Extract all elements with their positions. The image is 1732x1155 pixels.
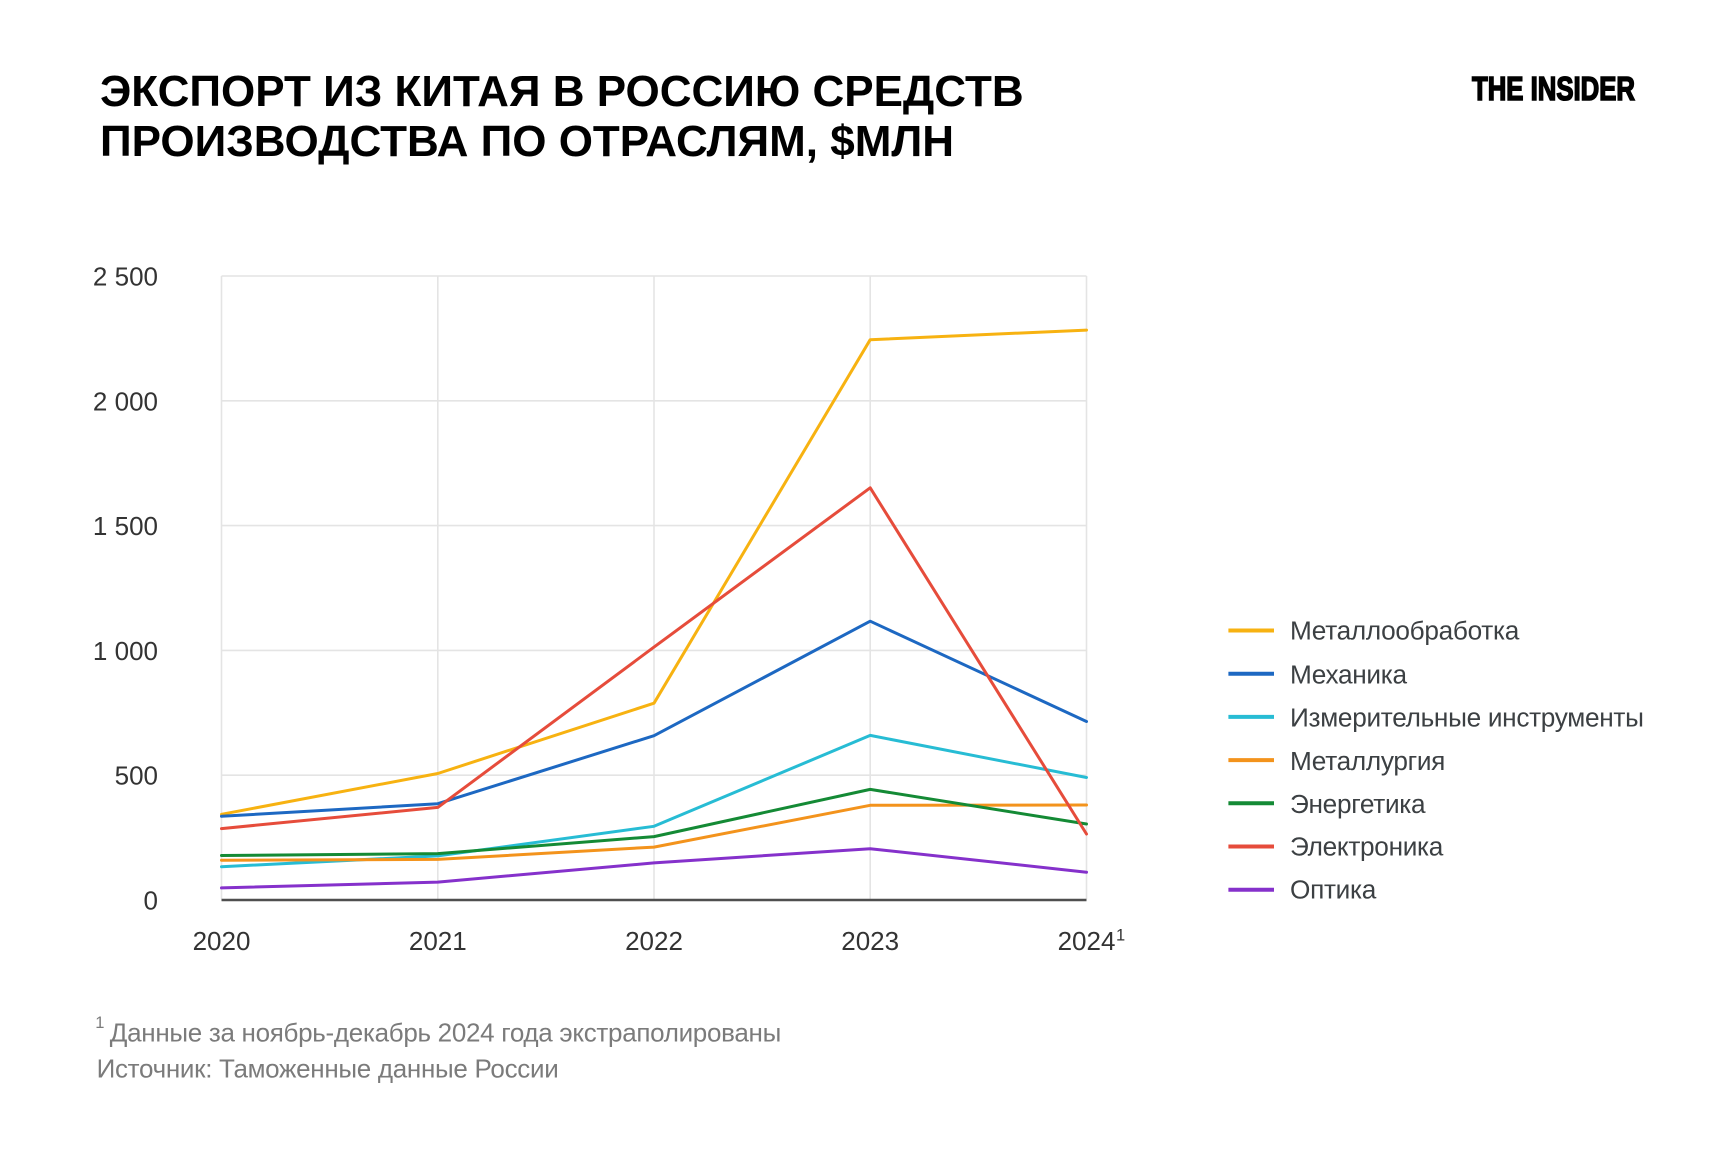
svg-text:1: 1 xyxy=(1116,927,1125,945)
svg-text:Источник: Таможенные данные Ро: Источник: Таможенные данные России xyxy=(97,1053,559,1083)
svg-text:Металлообработка: Металлообработка xyxy=(1290,616,1520,646)
svg-text:2022: 2022 xyxy=(625,926,683,956)
svg-text:Измерительные инструменты: Измерительные инструменты xyxy=(1290,703,1644,733)
svg-text:500: 500 xyxy=(115,761,158,791)
svg-text:Механика: Механика xyxy=(1290,659,1407,689)
svg-text:THE INSIDER: THE INSIDER xyxy=(1472,70,1635,107)
svg-text:Металлургия: Металлургия xyxy=(1290,746,1445,776)
svg-text:Электроника: Электроника xyxy=(1290,832,1444,862)
svg-text:1 500: 1 500 xyxy=(93,511,158,541)
svg-text:2021: 2021 xyxy=(409,926,467,956)
svg-text:Энергетика: Энергетика xyxy=(1290,789,1426,819)
svg-text:2023: 2023 xyxy=(841,926,899,956)
svg-text:ПРОИЗВОДСТВА ПО ОТРАСЛЯМ, $МЛН: ПРОИЗВОДСТВА ПО ОТРАСЛЯМ, $МЛН xyxy=(100,117,954,166)
svg-text:1: 1 xyxy=(95,1014,104,1032)
svg-text:2024: 2024 xyxy=(1058,926,1116,956)
svg-text:Оптика: Оптика xyxy=(1290,875,1377,905)
svg-text:2 000: 2 000 xyxy=(93,386,158,416)
svg-text:1 000: 1 000 xyxy=(93,636,158,666)
svg-text:2 500: 2 500 xyxy=(93,262,158,292)
svg-text:0: 0 xyxy=(144,886,158,916)
svg-text:2020: 2020 xyxy=(193,926,251,956)
svg-text:ЭКСПОРТ ИЗ КИТАЯ В РОССИЮ СРЕД: ЭКСПОРТ ИЗ КИТАЯ В РОССИЮ СРЕДСТВ xyxy=(100,67,1024,116)
svg-text:Данные за ноябрь-декабрь 2024: Данные за ноябрь-декабрь 2024 года экстр… xyxy=(110,1017,781,1047)
